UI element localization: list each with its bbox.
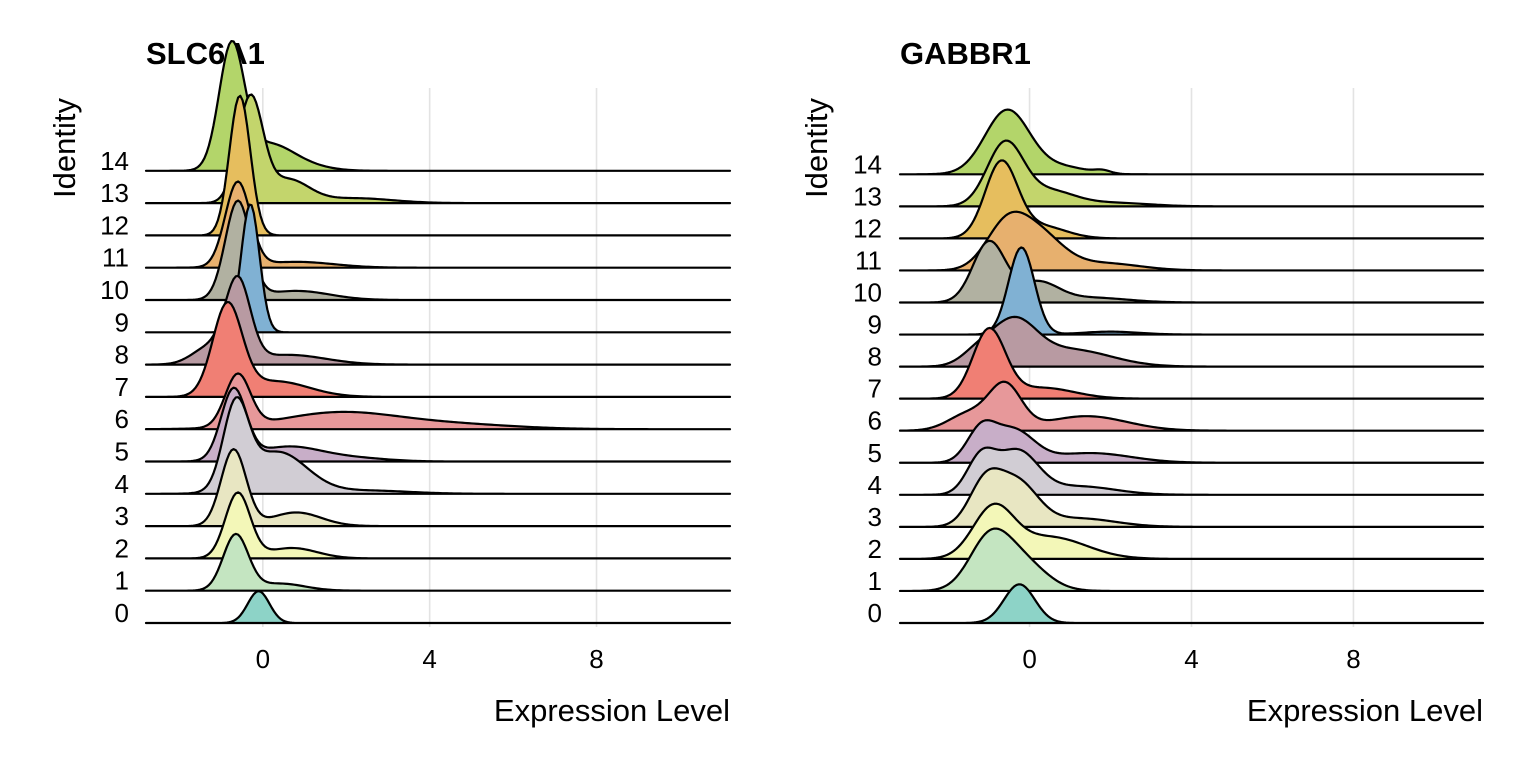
ridge-4 (898, 446, 1485, 496)
y-tick-label: 13 (100, 178, 129, 208)
y-axis-label: Identity (799, 98, 834, 198)
y-tick-label: 9 (868, 310, 882, 340)
y-tick-label: 4 (115, 469, 129, 499)
ridge-5 (898, 419, 1485, 464)
ridge-14 (898, 108, 1485, 176)
y-tick-label: 5 (115, 437, 129, 467)
panel-title: SLC6A1 (146, 36, 265, 71)
y-tick-label: 1 (868, 566, 882, 596)
y-tick-label: 6 (115, 404, 129, 434)
y-tick-label: 10 (853, 278, 882, 308)
ridge-9 (898, 246, 1485, 336)
panel-slc6a1: SLC6A1 Identity Expression Level 0 4 80123… (47, 36, 732, 728)
ridge-7 (144, 301, 732, 398)
y-tick-label: 7 (868, 374, 882, 404)
x-tick-label: 0 (256, 644, 270, 674)
y-tick-label: 1 (115, 566, 129, 596)
ridge-9 (144, 203, 732, 334)
ridge-10 (898, 239, 1485, 304)
ridge-8 (898, 315, 1485, 368)
x-tick-label: 8 (589, 644, 603, 674)
ridge-14 (144, 39, 732, 172)
ridge-2 (144, 491, 732, 560)
ridge-8 (144, 274, 732, 366)
ridge-2 (898, 502, 1485, 560)
y-tick-label: 3 (115, 501, 129, 531)
ridge-12 (144, 94, 732, 237)
ridge-4 (144, 396, 732, 495)
y-tick-label: 11 (855, 245, 882, 275)
x-tick-label: 0 (1022, 644, 1036, 674)
ridge-11 (898, 210, 1485, 272)
x-tick-label: 8 (1346, 644, 1360, 674)
y-tick-label: 2 (115, 533, 129, 563)
ridge-3 (898, 467, 1485, 528)
panel-title: GABBR1 (900, 36, 1031, 71)
y-tick-label: 12 (100, 210, 129, 240)
ridge-0 (898, 583, 1485, 625)
ridge-13 (898, 139, 1485, 208)
y-tick-label: 13 (853, 181, 882, 211)
ridge-12 (898, 159, 1485, 240)
y-tick-label: 6 (868, 406, 882, 436)
x-axis-label: Expression Level (1247, 693, 1483, 728)
x-tick-label: 4 (422, 644, 436, 674)
y-tick-label: 4 (868, 470, 882, 500)
y-tick-label: 8 (115, 340, 129, 370)
y-tick-label: 9 (115, 307, 129, 337)
ridge-7 (898, 326, 1485, 400)
x-tick-label: 4 (1184, 644, 1198, 674)
ridge-0 (144, 590, 732, 625)
ridge-6 (144, 372, 732, 431)
y-axis-label: Identity (47, 98, 82, 198)
y-tick-label: 10 (100, 275, 129, 305)
y-tick-label: 0 (868, 598, 882, 628)
x-axis-label: Expression Level (494, 693, 730, 728)
ridge-1 (144, 532, 732, 592)
y-tick-label: 14 (853, 149, 882, 179)
y-tick-label: 12 (853, 213, 882, 243)
ridge-3 (144, 448, 732, 528)
y-tick-label: 8 (868, 342, 882, 372)
y-tick-label: 14 (100, 146, 129, 176)
ridge-11 (144, 180, 732, 269)
y-tick-label: 0 (115, 598, 129, 628)
ridge-1 (898, 527, 1485, 593)
ridge-6 (898, 380, 1485, 432)
y-tick-label: 2 (868, 534, 882, 564)
y-tick-label: 3 (868, 502, 882, 532)
y-tick-label: 11 (102, 243, 129, 273)
panel-gabbr1: GABBR1 Identity Expression Level 0 4 80123… (799, 36, 1485, 728)
y-tick-label: 7 (115, 372, 129, 402)
y-tick-label: 5 (868, 438, 882, 468)
ridge-10 (144, 199, 732, 302)
